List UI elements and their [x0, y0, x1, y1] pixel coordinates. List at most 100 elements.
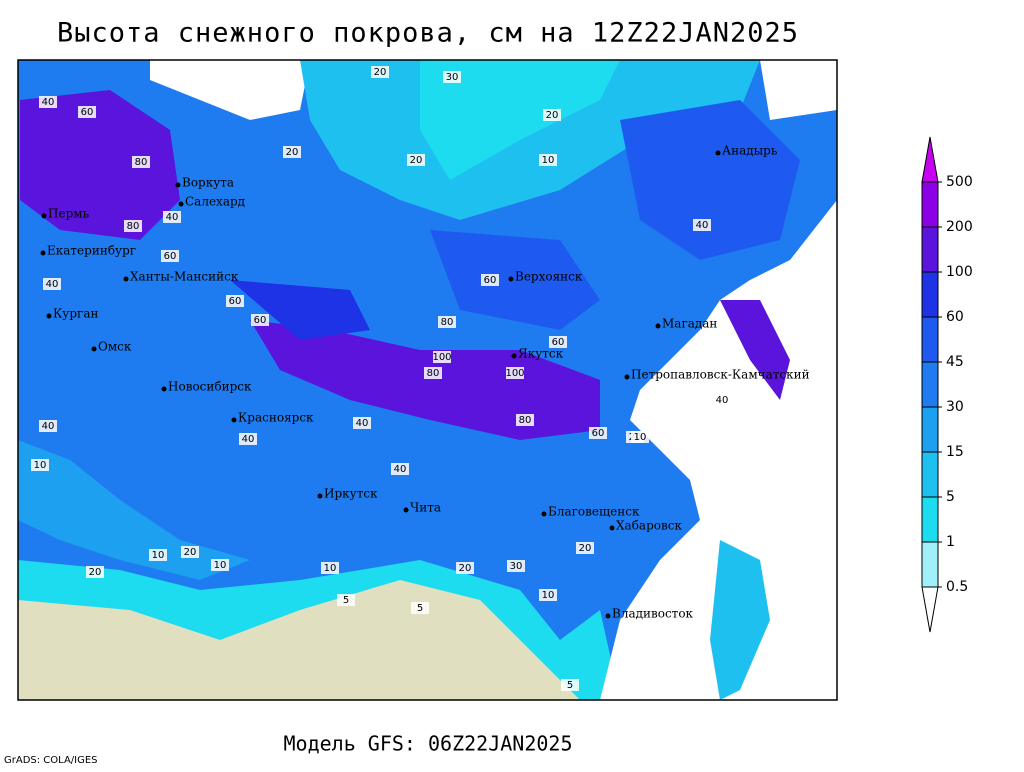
city-label: Петропавловск-Камчатский	[631, 368, 810, 382]
legend-swatch	[921, 271, 939, 318]
contour-label-box	[86, 566, 104, 578]
title: Высота снежного покрова, см на 12Z22JAN2…	[57, 18, 799, 49]
contour-label-box	[39, 420, 57, 432]
legend-label: 60	[946, 309, 964, 325]
contour-label: 20	[286, 147, 299, 158]
legend-swatch	[921, 181, 939, 228]
contour-label: 10	[324, 563, 337, 574]
contour-label: 40	[356, 418, 369, 429]
contour-label-box	[149, 549, 167, 561]
contour-label-box	[438, 316, 456, 328]
snow-60	[230, 280, 370, 340]
contour-label: 5	[567, 680, 573, 691]
contour-label-box	[251, 314, 269, 326]
contour-label: 100	[505, 368, 524, 379]
contour-label-box	[539, 154, 557, 166]
contour-label: 60	[592, 428, 605, 439]
contour-label: 80	[519, 415, 532, 426]
city-dot	[655, 323, 661, 329]
city-dot	[178, 201, 184, 207]
contour-label: 10	[542, 155, 555, 166]
contour-label-box	[371, 66, 389, 78]
contour-label-box	[337, 594, 355, 606]
contour-label-box	[589, 427, 607, 439]
arctic-ice	[300, 60, 760, 220]
contour-label: 60	[229, 296, 242, 307]
city-dot	[46, 313, 52, 319]
city-label: Якутск	[518, 347, 564, 361]
contour-label-box	[549, 336, 567, 348]
japan	[710, 540, 770, 700]
contour-label-box	[507, 560, 525, 572]
contour-label-box	[407, 154, 425, 166]
contour-label-box	[433, 351, 451, 363]
contour-label-box	[391, 463, 409, 475]
legend-swatch	[921, 361, 939, 408]
city-label: Чита	[410, 501, 441, 515]
contour-label-box	[161, 250, 179, 262]
snow-45-east	[620, 100, 800, 260]
contour-label: 60	[81, 107, 94, 118]
city-label: Екатеринбург	[47, 244, 136, 258]
city-dot	[715, 150, 721, 156]
contour-label-box	[132, 156, 150, 168]
contour-label: 40	[42, 97, 55, 108]
contour-label-box	[506, 367, 524, 379]
legend-bottom-tip	[921, 586, 939, 633]
contour-label: 80	[127, 221, 140, 232]
contour-label: 80	[427, 368, 440, 379]
city-dot	[123, 276, 129, 282]
city-dot	[40, 250, 46, 256]
legend-label: 45	[946, 354, 964, 370]
contour-label: 40	[716, 395, 729, 406]
legend-swatch	[921, 541, 939, 588]
legend-swatch	[921, 496, 939, 543]
city-dot	[41, 213, 47, 219]
legend-label: 15	[946, 444, 964, 460]
city-label: Воркута	[182, 176, 234, 190]
snow-45	[430, 230, 600, 330]
city-label: Новосибирск	[168, 380, 252, 394]
city-label: Красноярск	[238, 411, 314, 425]
legend-label: 5	[946, 489, 955, 505]
legend-top-tip	[921, 136, 939, 183]
contour-label-box	[78, 106, 96, 118]
city-label: Магадан	[662, 317, 717, 331]
credit: GrADS: COLA/IGES	[4, 755, 98, 766]
city-label: Верхоянск	[515, 270, 583, 284]
contour-label-box	[539, 589, 557, 601]
bering-sea	[760, 60, 837, 120]
contour-label-box	[411, 602, 429, 614]
city-label: Ханты-Мансийск	[130, 270, 239, 284]
contour-label: 60	[164, 251, 177, 262]
contour-label-box	[39, 96, 57, 108]
contour-label-box	[211, 559, 229, 571]
legend-swatch	[921, 316, 939, 363]
contour-label: 30	[510, 561, 523, 572]
city-label: Хабаровск	[616, 519, 682, 533]
legend-swatch	[921, 451, 939, 498]
contour-label: 60	[254, 315, 267, 326]
contour-label-box	[321, 562, 339, 574]
contour-label: 10	[634, 432, 647, 443]
contour-label: 40	[166, 212, 179, 223]
contour-label: 20	[546, 110, 559, 121]
city-dot	[609, 525, 615, 531]
city-dot	[605, 613, 611, 619]
city-label: Салехард	[185, 195, 245, 209]
contour-label: 80	[441, 317, 454, 328]
city-label: Владивосток	[612, 607, 694, 621]
contour-label: 10	[34, 460, 47, 471]
contour-label: 20	[579, 543, 592, 554]
kara-sea	[150, 60, 310, 120]
contour-label-box	[124, 220, 142, 232]
model-run: Модель GFS: 06Z22JAN2025	[284, 732, 573, 756]
snow-15-south	[18, 440, 250, 580]
city-label: Пермь	[48, 207, 90, 221]
contour-label: 5	[417, 603, 423, 614]
contour-label: 20	[89, 567, 102, 578]
contour-label-box	[239, 433, 257, 445]
contour-label: 40	[394, 464, 407, 475]
legend-label: 30	[946, 399, 964, 415]
